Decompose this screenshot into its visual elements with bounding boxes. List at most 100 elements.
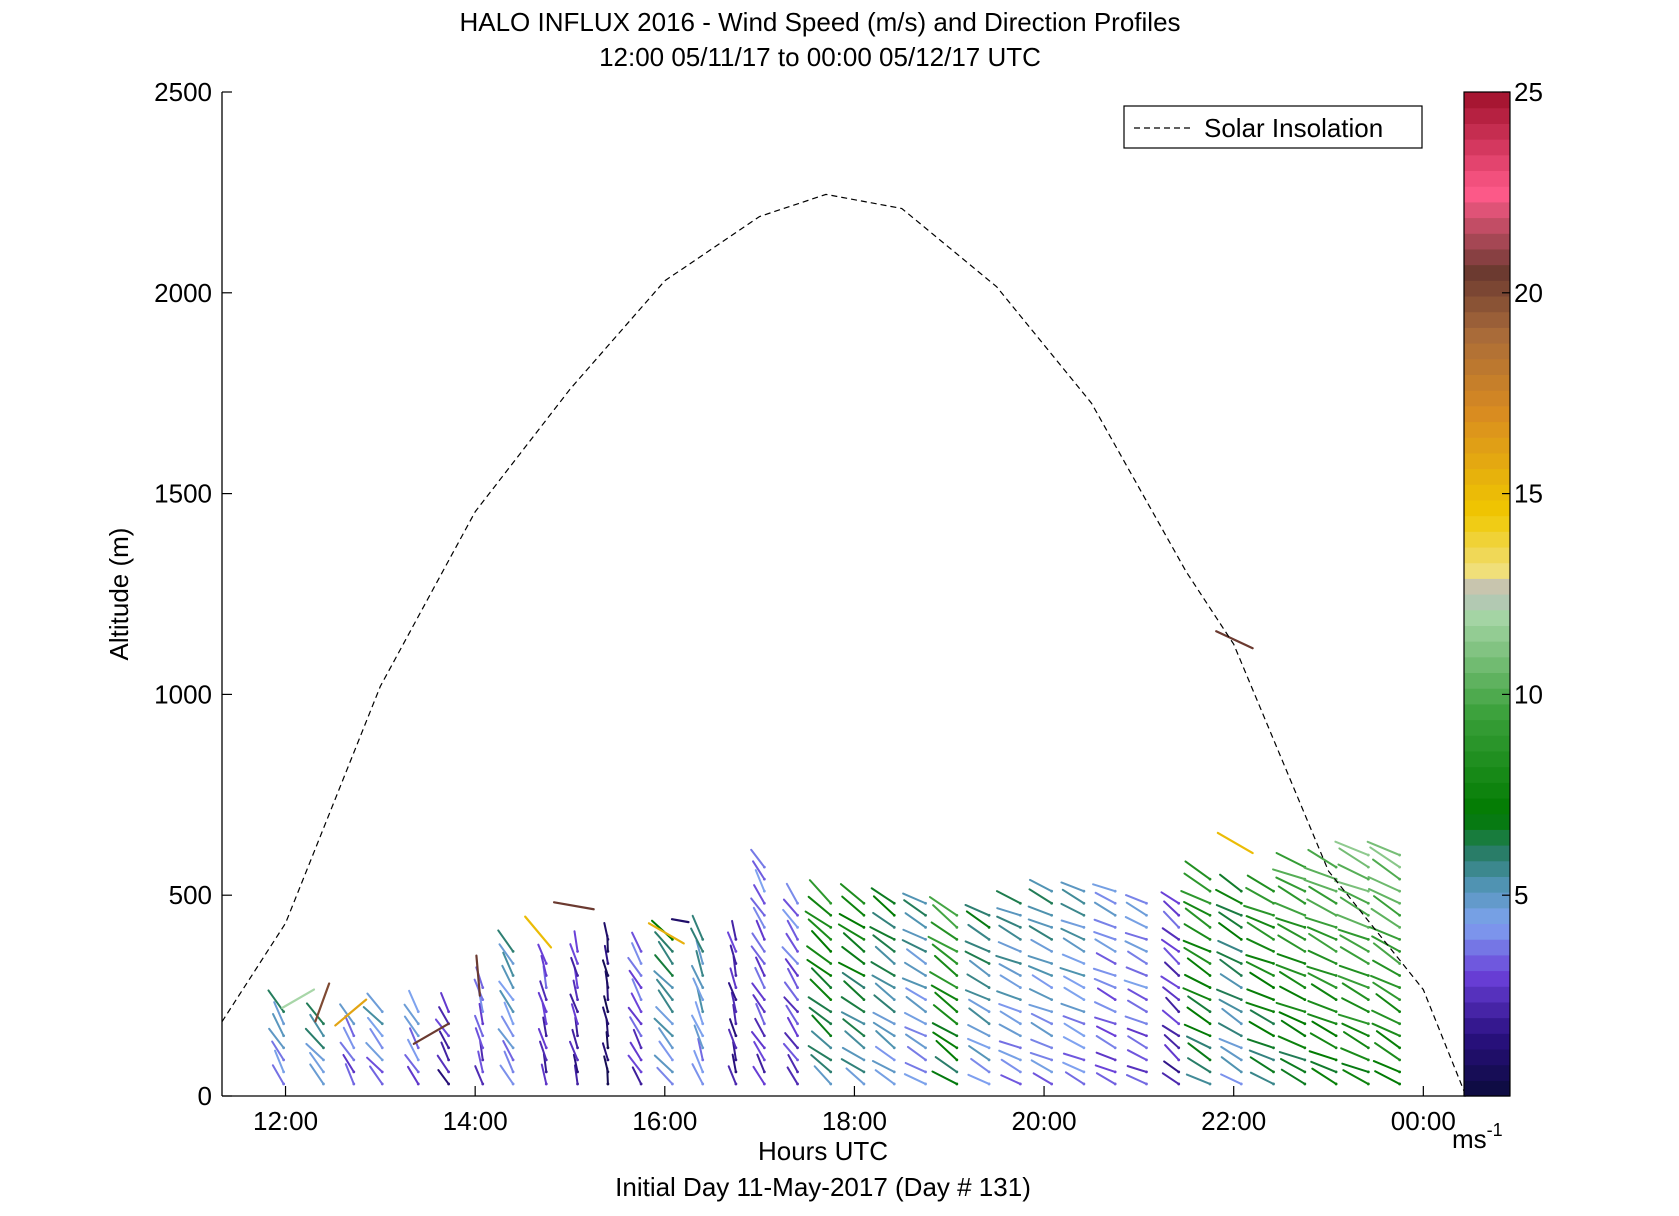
wind-vector (933, 954, 958, 977)
colorbar-cell (1464, 405, 1510, 423)
x-tick-label: 12:00 (253, 1106, 318, 1136)
wind-vector-base (1018, 986, 1022, 989)
wind-vector-base (734, 937, 738, 941)
wind-vector (810, 1054, 832, 1073)
wind-vector-base (544, 1082, 548, 1086)
wind-outlier-vector (524, 915, 553, 949)
wind-vector (837, 961, 865, 977)
colorbar-cell (1464, 201, 1510, 219)
wind-vector (1160, 975, 1180, 989)
wind-vector (904, 912, 927, 929)
wind-vector (730, 991, 737, 1013)
wind-vector (1216, 988, 1243, 1001)
colorbar (1464, 92, 1510, 1097)
wind-vector-base (576, 1034, 579, 1038)
wind-vector-base (511, 974, 515, 977)
wind-vector (601, 959, 609, 977)
wind-vector (1165, 996, 1180, 1013)
wind-vector (839, 883, 865, 905)
colorbar-tick-label: 15 (1514, 479, 1543, 509)
wind-vector-base (762, 1070, 766, 1074)
wind-vector-base (862, 1082, 866, 1086)
wind-vector-base (862, 901, 866, 905)
wind-vector (1220, 1073, 1243, 1085)
wind-vector-base (511, 950, 515, 953)
wind-vector-base (416, 1070, 420, 1074)
wind-vector-base (1272, 986, 1275, 989)
wind-vector (1337, 928, 1370, 941)
wind-vector-base (447, 1058, 451, 1062)
wind-vector-base (1334, 925, 1338, 929)
wind-vector (631, 978, 643, 1001)
wind-vector-base (1303, 1082, 1307, 1086)
wind-vector (658, 1027, 674, 1049)
wind-vector-base (380, 1034, 384, 1038)
wind-vector (1306, 898, 1338, 917)
wind-vector-base (1113, 962, 1117, 965)
wind-vector-base (1398, 998, 1402, 1002)
colorbar-cell (1464, 499, 1510, 517)
wind-vector (931, 943, 958, 965)
wind-vector (438, 1030, 450, 1049)
colorbar-cell (1464, 1048, 1510, 1066)
wind-vector (603, 1055, 609, 1073)
wind-vector-base (1018, 1082, 1022, 1086)
wind-vector (755, 956, 766, 977)
wind-vector (874, 982, 896, 1001)
wind-vector (753, 1040, 766, 1061)
wind-vector-base (762, 1010, 766, 1014)
colorbar-cell (1464, 860, 1510, 877)
wind-vector-base (1018, 913, 1022, 917)
wind-vector (569, 943, 579, 965)
wind-vector (1027, 918, 1053, 929)
wind-vector (996, 915, 1022, 929)
wind-vector-base (924, 1070, 927, 1074)
wind-vector-base (829, 901, 833, 905)
wind-vector (1342, 1069, 1370, 1085)
wind-vector-base (955, 1022, 959, 1026)
wind-vector (1370, 907, 1401, 929)
wind-vector (1163, 1034, 1180, 1049)
wind-vector-base (1050, 901, 1054, 905)
wind-vector (840, 996, 865, 1013)
colorbar-tick-label: 5 (1514, 880, 1528, 910)
wind-vector (403, 1003, 420, 1025)
wind-vector (1243, 904, 1275, 917)
wind-outlier-vector (281, 988, 316, 1009)
wind-vector-base (511, 1022, 515, 1026)
wind-vector (809, 978, 832, 1001)
wind-vector-base (670, 998, 674, 1002)
wind-vector (362, 1006, 384, 1025)
wind-vector-base (892, 925, 896, 929)
wind-vector (1062, 1015, 1085, 1025)
wind-outlier-vector (552, 901, 595, 911)
wind-vector (871, 974, 896, 989)
wind-vector-base (606, 1010, 610, 1014)
wind-vector (369, 1028, 384, 1049)
wind-vector (753, 884, 766, 905)
wind-vector-base (1018, 1022, 1022, 1026)
wind-vector-base (1334, 1058, 1338, 1062)
wind-vector (1308, 885, 1338, 905)
wind-vector-base (1239, 1082, 1243, 1086)
wind-vector-base (1303, 950, 1307, 953)
wind-vector (1245, 1001, 1275, 1013)
y-axis-label: Altitude (m) (104, 528, 134, 661)
wind-vector-base (639, 950, 643, 953)
wind-vector (344, 1063, 355, 1085)
wind-vector (1028, 1003, 1053, 1013)
wind-vector-base (701, 1010, 705, 1014)
wind-vector-base (734, 1022, 738, 1026)
wind-vector-base (1113, 986, 1117, 989)
colorbar-cell (1464, 750, 1510, 768)
wind-vector-base (1208, 877, 1212, 881)
colorbar-cell (1464, 625, 1510, 642)
wind-vector (1371, 935, 1401, 953)
wind-vector (787, 1054, 799, 1073)
wind-vector (1371, 1022, 1401, 1037)
wind-vector-base (380, 1022, 384, 1026)
wind-vector (1093, 901, 1117, 917)
wind-vector (1374, 1042, 1401, 1061)
wind-vector (1339, 946, 1370, 965)
